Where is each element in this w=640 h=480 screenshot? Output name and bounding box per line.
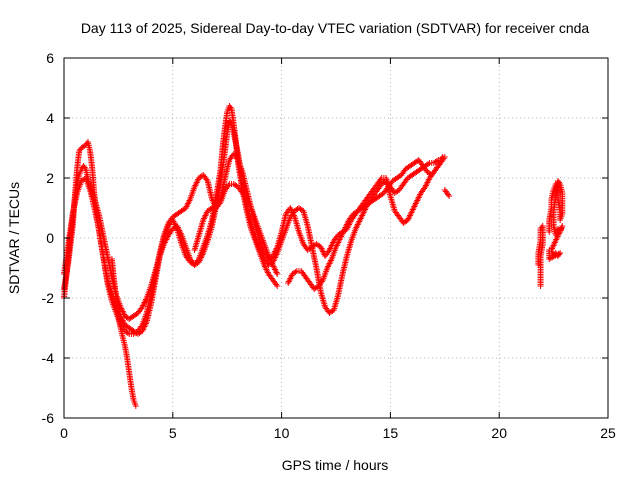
series-trace-d: [108, 256, 139, 409]
x-tick-label: 15: [383, 425, 399, 441]
y-tick-label: 2: [46, 170, 54, 186]
y-tick-label: -4: [42, 350, 55, 366]
series-trace-g: [441, 187, 453, 199]
series-trace-f: [285, 154, 448, 292]
series-trace-h: [535, 223, 546, 289]
y-tick-label: -6: [42, 410, 55, 426]
x-tick-label: 20: [491, 425, 507, 441]
x-tick-label: 25: [600, 425, 616, 441]
y-tick-label: 0: [46, 230, 54, 246]
axis-ticks: 0 5 10 15 20 25 -6 -4 -2 0 2 4 6: [42, 50, 616, 441]
data-point: [446, 193, 453, 199]
data-point: [546, 247, 553, 253]
x-tick-label: 5: [169, 425, 177, 441]
x-axis-label: GPS time / hours: [282, 457, 389, 473]
chart-title: Day 113 of 2025, Sidereal Day-to-day VTE…: [81, 20, 590, 36]
data-point: [441, 154, 448, 160]
y-axis-label: SDTVAR / TECUs: [6, 182, 22, 294]
data-point-fill: [425, 161, 432, 167]
data-point: [274, 283, 281, 289]
data-point: [537, 283, 544, 289]
y-tick-label: 6: [46, 50, 54, 66]
x-tick-label: 0: [60, 425, 68, 441]
data-point: [274, 271, 281, 277]
y-tick-label: -2: [42, 290, 55, 306]
data-point: [132, 403, 139, 409]
data-point-fill: [292, 269, 299, 275]
x-tick-label: 10: [274, 425, 290, 441]
data-point-fill: [124, 330, 131, 336]
data-points: [61, 103, 566, 409]
y-tick-label: 4: [46, 110, 54, 126]
series-trace-i: [546, 178, 566, 262]
